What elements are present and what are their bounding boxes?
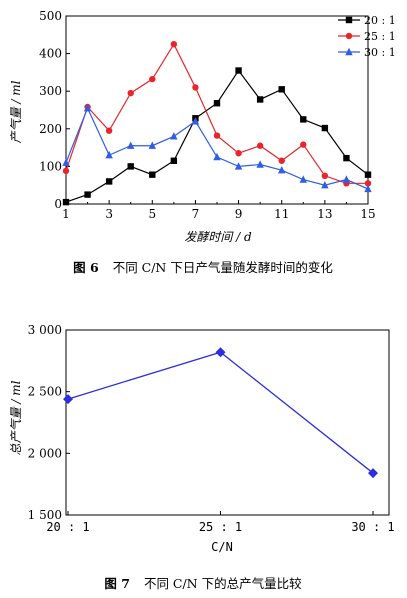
data-point [192,84,199,91]
data-point [63,394,73,405]
series-2 [62,41,372,187]
data-point [105,150,113,159]
figure-6-caption: 图 6 不同 C/N 下日产气量随发酵时间的变化 [73,260,333,275]
x-tick-label: 13 [317,207,332,221]
data-point [62,158,70,166]
figure-7-y-axis-label: 总产气量 / ml [9,380,23,455]
data-point [300,141,307,148]
data-point [321,124,329,132]
data-point [256,96,264,103]
data-point [170,157,178,164]
data-point [256,160,264,168]
data-point [62,198,70,206]
y-tick-label: 3 000 [28,323,62,337]
x-tick-label: 15 [360,207,375,221]
legend-label: 20 : 1 [364,14,396,27]
data-point [127,141,135,149]
figure-6-x-axis-label: 发酵时间 / d [184,230,252,244]
x-tick-label: 9 [235,207,243,221]
data-point [84,191,91,198]
data-point [364,171,372,178]
legend-label: 25 : 1 [364,30,396,43]
figure-7-y-ticks: 1 500 2 000 2 500 3 000 [28,323,70,522]
data-point [213,152,221,161]
y-tick-label: 0 [54,197,62,211]
figure-6-series-group [62,41,372,206]
data-point [256,142,264,149]
data-point [343,154,350,162]
figure-6-y-axis-label: 产气量 / ml [9,80,23,143]
figure-7-caption-prefix: 图 7 [104,576,130,591]
data-point [213,132,221,139]
x-tick-label: 7 [192,207,200,221]
figure-7-x-ticks: 20 : 1 25 : 1 30 : 1 [46,511,395,534]
data-point [278,157,285,164]
data-point [105,127,113,134]
data-point [368,468,378,479]
data-point [170,41,178,48]
data-point [364,180,372,187]
series-line [65,42,368,184]
legend-marker [345,47,353,56]
x-tick-label: 25 : 1 [199,520,242,534]
data-point [364,184,372,193]
series-1 [62,67,372,206]
legend-marker [345,16,353,24]
data-point [191,117,200,125]
y-tick-label: 300 [39,84,62,98]
data-point [278,86,285,93]
legend-label: 30 : 1 [364,46,396,59]
data-point [235,67,242,74]
y-tick-label: 200 [39,122,62,136]
y-tick-label: 500 [39,9,62,23]
data-point [278,165,286,174]
data-point [215,347,226,358]
data-point [127,163,134,170]
figure-7-caption-text: 不同 C/N 下的总产气量比较 [144,576,302,591]
x-tick-label: 1 [62,207,70,221]
x-tick-label: 5 [148,207,156,221]
y-tick-label: 100 [39,159,62,173]
y-tick-label: 2 000 [28,446,62,460]
data-point [321,172,329,179]
figure-7-x-axis-label: C/N [211,540,233,554]
figure-6-legend: 20 : 1 25 : 1 30 : 1 [338,14,396,59]
figure-6-caption-prefix: 图 6 [73,260,99,275]
figure-7-plot-frame [65,329,390,516]
legend-marker [345,32,353,40]
figure-6-y-ticks: 0 100 200 300 400 500 [39,9,70,211]
data-point [148,141,156,149]
x-tick-label: 30 : 1 [351,520,394,534]
data-point [321,181,329,189]
figure-6-x-ticks: 1 3 5 7 9 11 13 15 [62,200,376,221]
data-point [213,100,221,107]
y-tick-label: 2 500 [28,385,62,399]
data-point [149,171,156,178]
figure-6-caption-text: 不同 C/N 下日产气量随发酵时间的变化 [113,260,334,275]
data-point [127,89,134,97]
data-point [300,116,307,123]
figure-7-series-group [63,347,378,479]
x-tick-label: 11 [274,207,289,221]
data-point [342,175,351,183]
y-tick-label: 1 500 [28,508,62,522]
data-point [170,132,178,140]
x-tick-label: 3 [105,207,113,221]
data-point [149,75,156,83]
data-point [234,162,243,170]
data-point [62,167,70,175]
figure-7-caption: 图 7 不同 C/N 下的总产气量比较 [104,576,302,591]
x-tick-label: 20 : 1 [46,520,89,534]
data-point [83,103,92,112]
data-point [105,178,113,185]
data-point [299,175,307,183]
series-line [67,351,374,474]
y-tick-label: 400 [39,47,62,61]
series-3 [62,103,372,193]
data-point [235,150,242,157]
